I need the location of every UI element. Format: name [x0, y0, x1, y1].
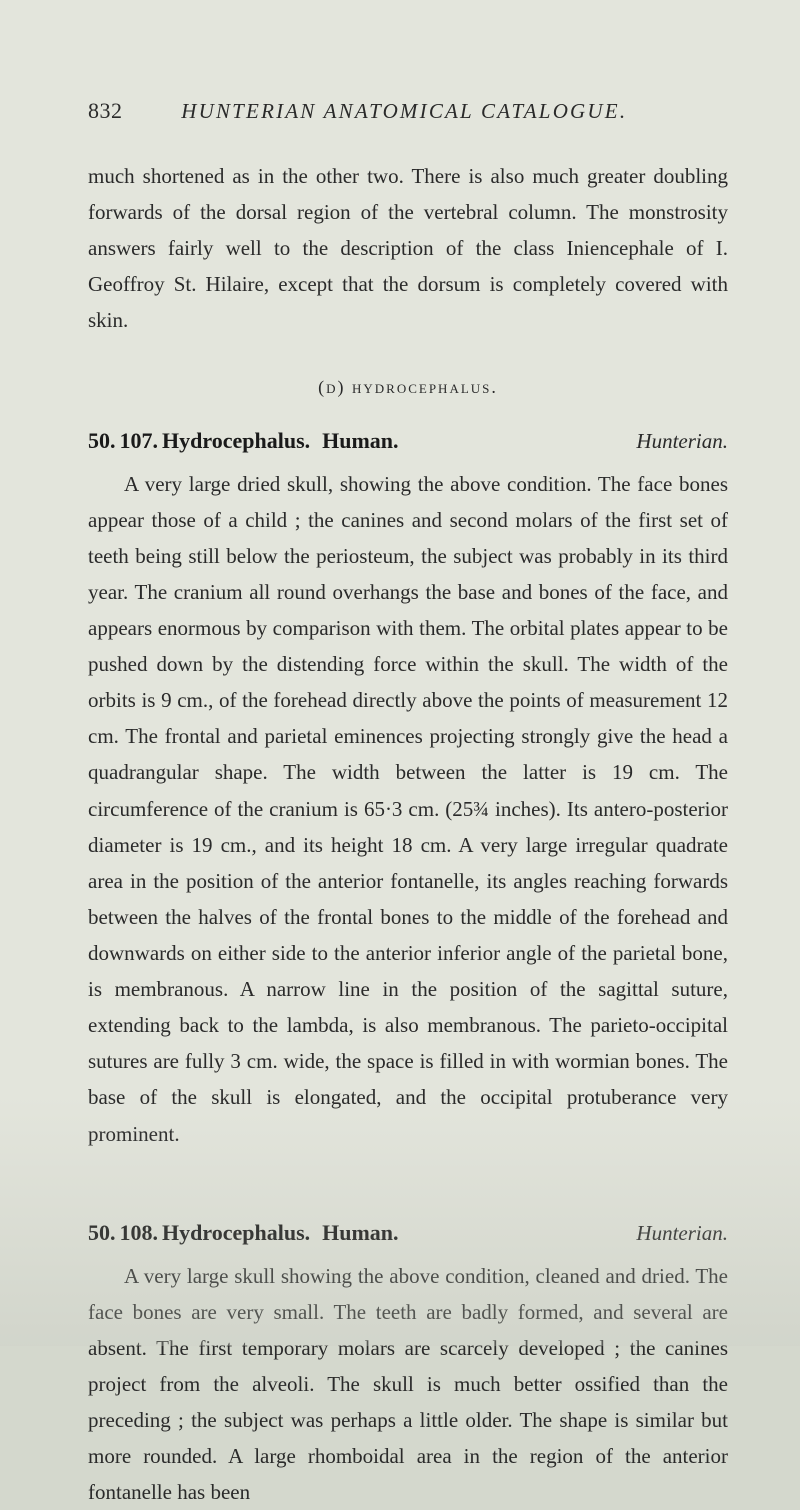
entry-107-subject: Human.	[322, 428, 398, 453]
entry-108-subject: Human.	[322, 1220, 398, 1245]
page-container: 832 HUNTERIAN ANATOMICAL CATALOGUE. much…	[0, 0, 800, 1346]
entry-107-subnumber: 107.	[120, 428, 159, 453]
entry-108-heading: 50. 108. Hydrocephalus. Human. Hunterian…	[88, 1220, 728, 1246]
section-d-heading: (d) hydrocephalus.	[88, 377, 728, 398]
entry-107-heading: 50. 107. Hydrocephalus. Human. Hunterian…	[88, 428, 728, 454]
entry-107-title: Hydrocephalus.	[162, 428, 310, 453]
intro-paragraph: much shortened as in the other two. Ther…	[88, 158, 728, 339]
entry-108-number: 50.	[88, 1220, 116, 1245]
entry-107-left: 50. 107. Hydrocephalus. Human.	[88, 428, 399, 454]
entry-108-source: Hunterian.	[636, 1221, 728, 1246]
entry-108-left: 50. 108. Hydrocephalus. Human.	[88, 1220, 399, 1246]
spacer	[88, 1166, 728, 1200]
entry-107-source: Hunterian.	[636, 429, 728, 454]
running-title: HUNTERIAN ANATOMICAL CATALOGUE.	[123, 99, 729, 124]
entry-108-subnumber: 108.	[120, 1220, 159, 1245]
entry-108-title: Hydrocephalus.	[162, 1220, 310, 1245]
entry-107-number: 50.	[88, 428, 116, 453]
entry-107-body: A very large dried skull, showing the ab…	[88, 466, 728, 1152]
entry-108-body: A very large skull showing the above con…	[88, 1258, 728, 1510]
running-header: 832 HUNTERIAN ANATOMICAL CATALOGUE.	[88, 98, 728, 124]
page-number: 832	[88, 98, 123, 124]
